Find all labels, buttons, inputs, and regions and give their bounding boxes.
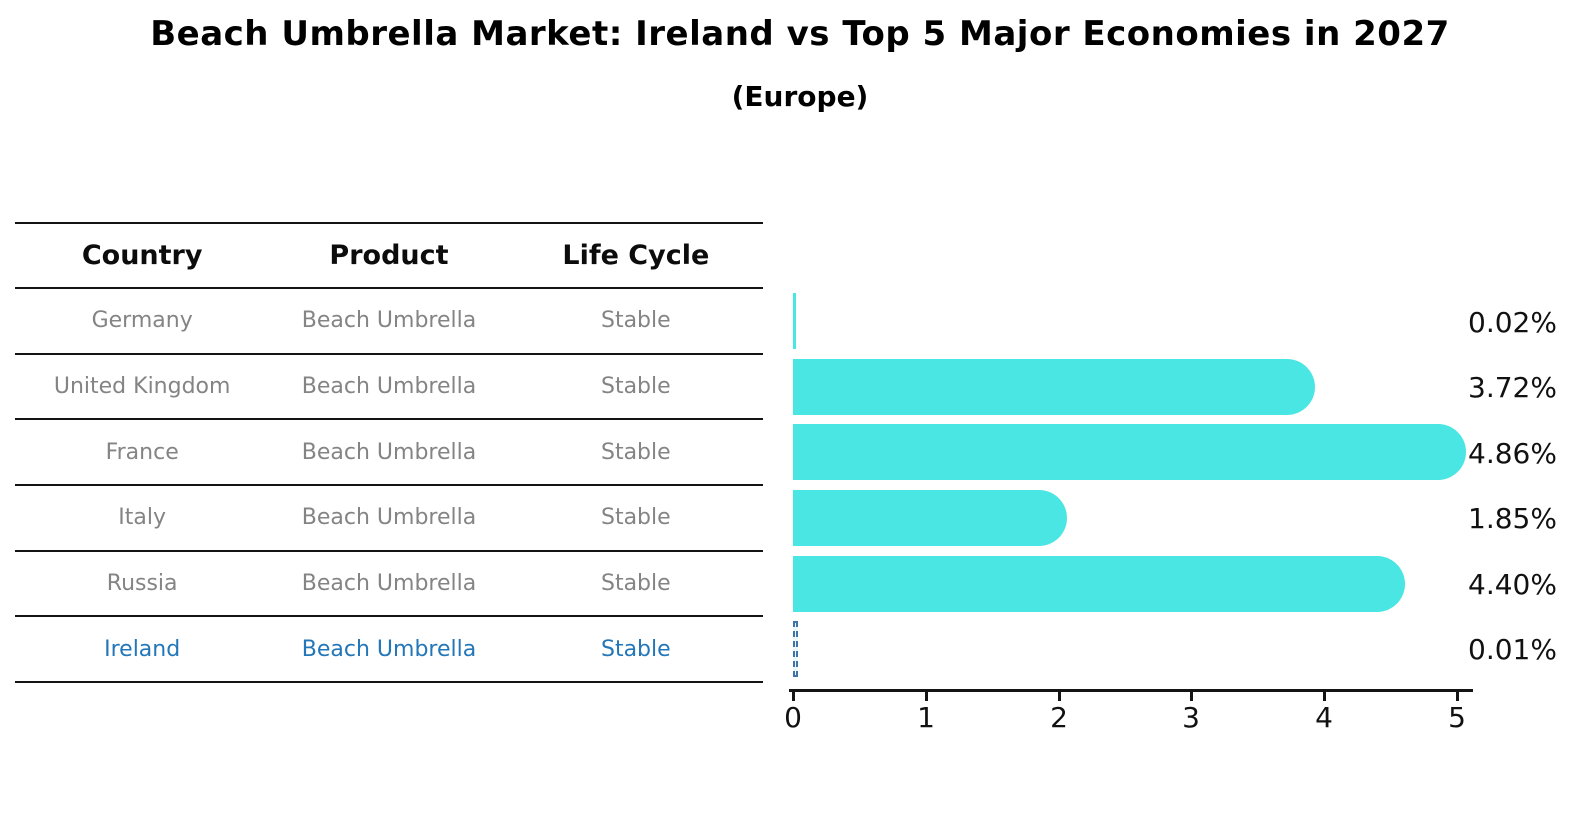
value-label-france: 4.86% (1468, 437, 1557, 470)
table-row-italy: Italy Beach Umbrella Stable (15, 486, 763, 552)
table-row-france: France Beach Umbrella Stable (15, 420, 763, 487)
bar-russia (793, 556, 1406, 612)
bar-italy (793, 490, 1067, 546)
bar-france (793, 424, 1467, 480)
value-label-germany: 0.02% (1468, 306, 1557, 339)
x-tick-label-2: 2 (1050, 701, 1068, 734)
cell-product: Beach Umbrella (301, 308, 477, 334)
table-row-ireland: Ireland Beach Umbrella Stable (15, 617, 763, 684)
chart-subtitle: (Europe) (731, 80, 869, 113)
x-tick-4 (1323, 691, 1326, 701)
value-label-italy: 1.85% (1468, 502, 1557, 535)
header-life-cycle: Life Cycle (562, 240, 710, 271)
cell-country: Russia (106, 571, 178, 597)
table-row-united-kingdom: United Kingdom Beach Umbrella Stable (15, 355, 763, 421)
value-label-ireland: 0.01% (1468, 633, 1557, 666)
x-tick-label-1: 1 (917, 701, 935, 734)
country-table: Country Product Life Cycle Germany Beach… (15, 222, 763, 684)
cell-life-cycle: Stable (600, 374, 671, 400)
cell-country: United Kingdom (53, 374, 231, 400)
x-tick-1 (925, 691, 928, 701)
x-tick-label-5: 5 (1448, 701, 1466, 734)
x-tick-label-4: 4 (1315, 701, 1333, 734)
table-row-germany: Germany Beach Umbrella Stable (15, 289, 763, 355)
value-label-united-kingdom: 3.72% (1468, 371, 1557, 404)
table-row-russia: Russia Beach Umbrella Stable (15, 552, 763, 618)
cell-country: Germany (91, 308, 193, 334)
cell-product: Beach Umbrella (301, 439, 477, 465)
header-product: Product (329, 240, 449, 271)
cell-country: France (105, 439, 179, 465)
cell-product: Beach Umbrella (301, 374, 477, 400)
cell-product: Beach Umbrella (301, 636, 477, 662)
cell-life-cycle: Stable (600, 571, 671, 597)
bar-united-kingdom (793, 359, 1316, 415)
cell-product: Beach Umbrella (301, 505, 477, 531)
x-tick-3 (1190, 691, 1193, 701)
chart-title: Beach Umbrella Market: Ireland vs Top 5 … (150, 14, 1450, 54)
x-tick-0 (792, 691, 795, 701)
cell-life-cycle: Stable (600, 636, 671, 662)
x-tick-label-0: 0 (784, 701, 802, 734)
cell-country: Ireland (104, 636, 181, 662)
header-country: Country (81, 240, 203, 271)
cell-life-cycle: Stable (600, 505, 671, 531)
cell-product: Beach Umbrella (301, 571, 477, 597)
table-header-row: Country Product Life Cycle (15, 224, 763, 289)
cell-country: Italy (118, 505, 167, 531)
cell-life-cycle: Stable (600, 308, 671, 334)
bar-ireland (793, 621, 798, 677)
bar-germany (793, 293, 796, 349)
x-tick-2 (1058, 691, 1061, 701)
x-tick-label-3: 3 (1182, 701, 1200, 734)
value-label-russia: 4.40% (1468, 568, 1557, 601)
x-axis-line (789, 689, 1473, 692)
x-tick-5 (1456, 691, 1459, 701)
cell-life-cycle: Stable (600, 439, 671, 465)
